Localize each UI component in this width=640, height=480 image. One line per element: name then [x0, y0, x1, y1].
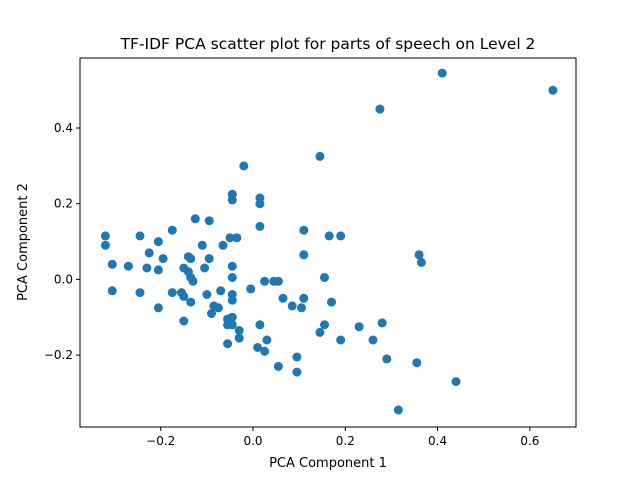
data-point	[255, 221, 265, 231]
data-point	[336, 335, 346, 345]
data-point	[246, 284, 256, 294]
data-point	[167, 288, 177, 298]
data-point	[227, 320, 237, 330]
data-point	[382, 354, 392, 364]
data-point	[393, 405, 403, 415]
y-tick-label: 0.4	[54, 121, 73, 135]
data-point	[299, 293, 309, 303]
data-point	[100, 240, 110, 250]
data-point	[153, 303, 163, 313]
data-point	[255, 320, 265, 330]
data-point	[207, 309, 216, 318]
data-point	[315, 151, 325, 161]
data-point	[167, 225, 177, 235]
data-point	[377, 318, 387, 328]
data-point	[197, 240, 207, 250]
data-point	[107, 259, 117, 269]
data-point	[320, 320, 329, 330]
data-point	[234, 333, 244, 343]
x-tick-label: 0.6	[520, 434, 539, 448]
data-point	[260, 346, 270, 356]
data-point	[204, 216, 214, 226]
data-point	[234, 326, 244, 335]
data-point	[255, 199, 265, 209]
data-point	[227, 195, 237, 205]
data-point	[142, 263, 152, 273]
plot-frame	[79, 57, 577, 428]
data-point	[368, 335, 378, 345]
x-tick-label: −0.2	[146, 434, 175, 448]
data-point	[297, 303, 306, 313]
data-point	[135, 231, 145, 241]
data-point	[239, 161, 249, 171]
data-point	[232, 233, 242, 243]
y-axis-label: PCA Component 2	[16, 183, 31, 301]
data-point	[135, 288, 145, 298]
data-point	[186, 254, 196, 264]
data-point	[179, 316, 189, 326]
data-point	[225, 233, 235, 243]
data-point	[213, 303, 223, 313]
data-point	[190, 214, 200, 224]
data-point	[227, 261, 237, 271]
data-point	[292, 352, 302, 362]
data-point	[188, 276, 198, 286]
data-point	[315, 327, 325, 337]
data-point	[320, 273, 329, 282]
y-tick-label: 0.2	[54, 197, 73, 211]
data-point	[227, 295, 237, 305]
data-point	[107, 286, 117, 296]
data-point	[548, 85, 558, 95]
data-point	[375, 104, 385, 114]
x-tick-label: 0.0	[243, 434, 262, 448]
data-point	[200, 263, 210, 273]
data-point	[262, 335, 272, 345]
data-point	[299, 225, 309, 235]
data-point	[273, 361, 283, 371]
data-point	[179, 291, 189, 301]
y-tick-label: 0.0	[54, 272, 73, 286]
data-point	[202, 290, 212, 299]
data-point	[414, 250, 424, 260]
data-point	[292, 367, 302, 377]
data-point	[299, 250, 309, 260]
x-tick-label: 0.2	[336, 434, 355, 448]
data-point	[218, 240, 228, 250]
data-point	[216, 286, 226, 296]
x-tick-label: 0.4	[428, 434, 447, 448]
data-point	[287, 301, 297, 311]
data-point	[336, 231, 346, 241]
data-points	[100, 68, 558, 415]
data-point	[412, 358, 422, 368]
data-point	[227, 312, 237, 322]
data-point	[273, 276, 283, 286]
data-point	[123, 261, 133, 271]
data-point	[260, 276, 270, 286]
data-point	[451, 377, 461, 387]
data-point	[153, 237, 163, 247]
data-point	[253, 343, 263, 352]
data-point	[144, 248, 154, 258]
y-axis-ticks: −0.2 0.0 0.2 0.4	[44, 121, 80, 362]
x-axis-ticks: −0.2 0.0 0.2 0.4 0.6	[146, 427, 539, 448]
y-tick-label: −0.2	[44, 348, 73, 362]
data-point	[227, 273, 237, 282]
data-point	[204, 254, 214, 264]
data-point	[354, 322, 364, 332]
data-point	[278, 293, 288, 303]
data-point	[153, 265, 163, 275]
data-point	[223, 339, 233, 349]
data-point	[186, 297, 196, 307]
data-point	[327, 297, 336, 307]
chart-title: TF-IDF PCA scatter plot for parts of spe…	[120, 35, 536, 53]
data-point	[416, 257, 426, 267]
x-axis-label: PCA Component 1	[269, 456, 387, 471]
data-point	[100, 231, 110, 241]
data-point	[158, 254, 168, 264]
data-point	[324, 231, 334, 241]
data-point	[437, 68, 447, 78]
